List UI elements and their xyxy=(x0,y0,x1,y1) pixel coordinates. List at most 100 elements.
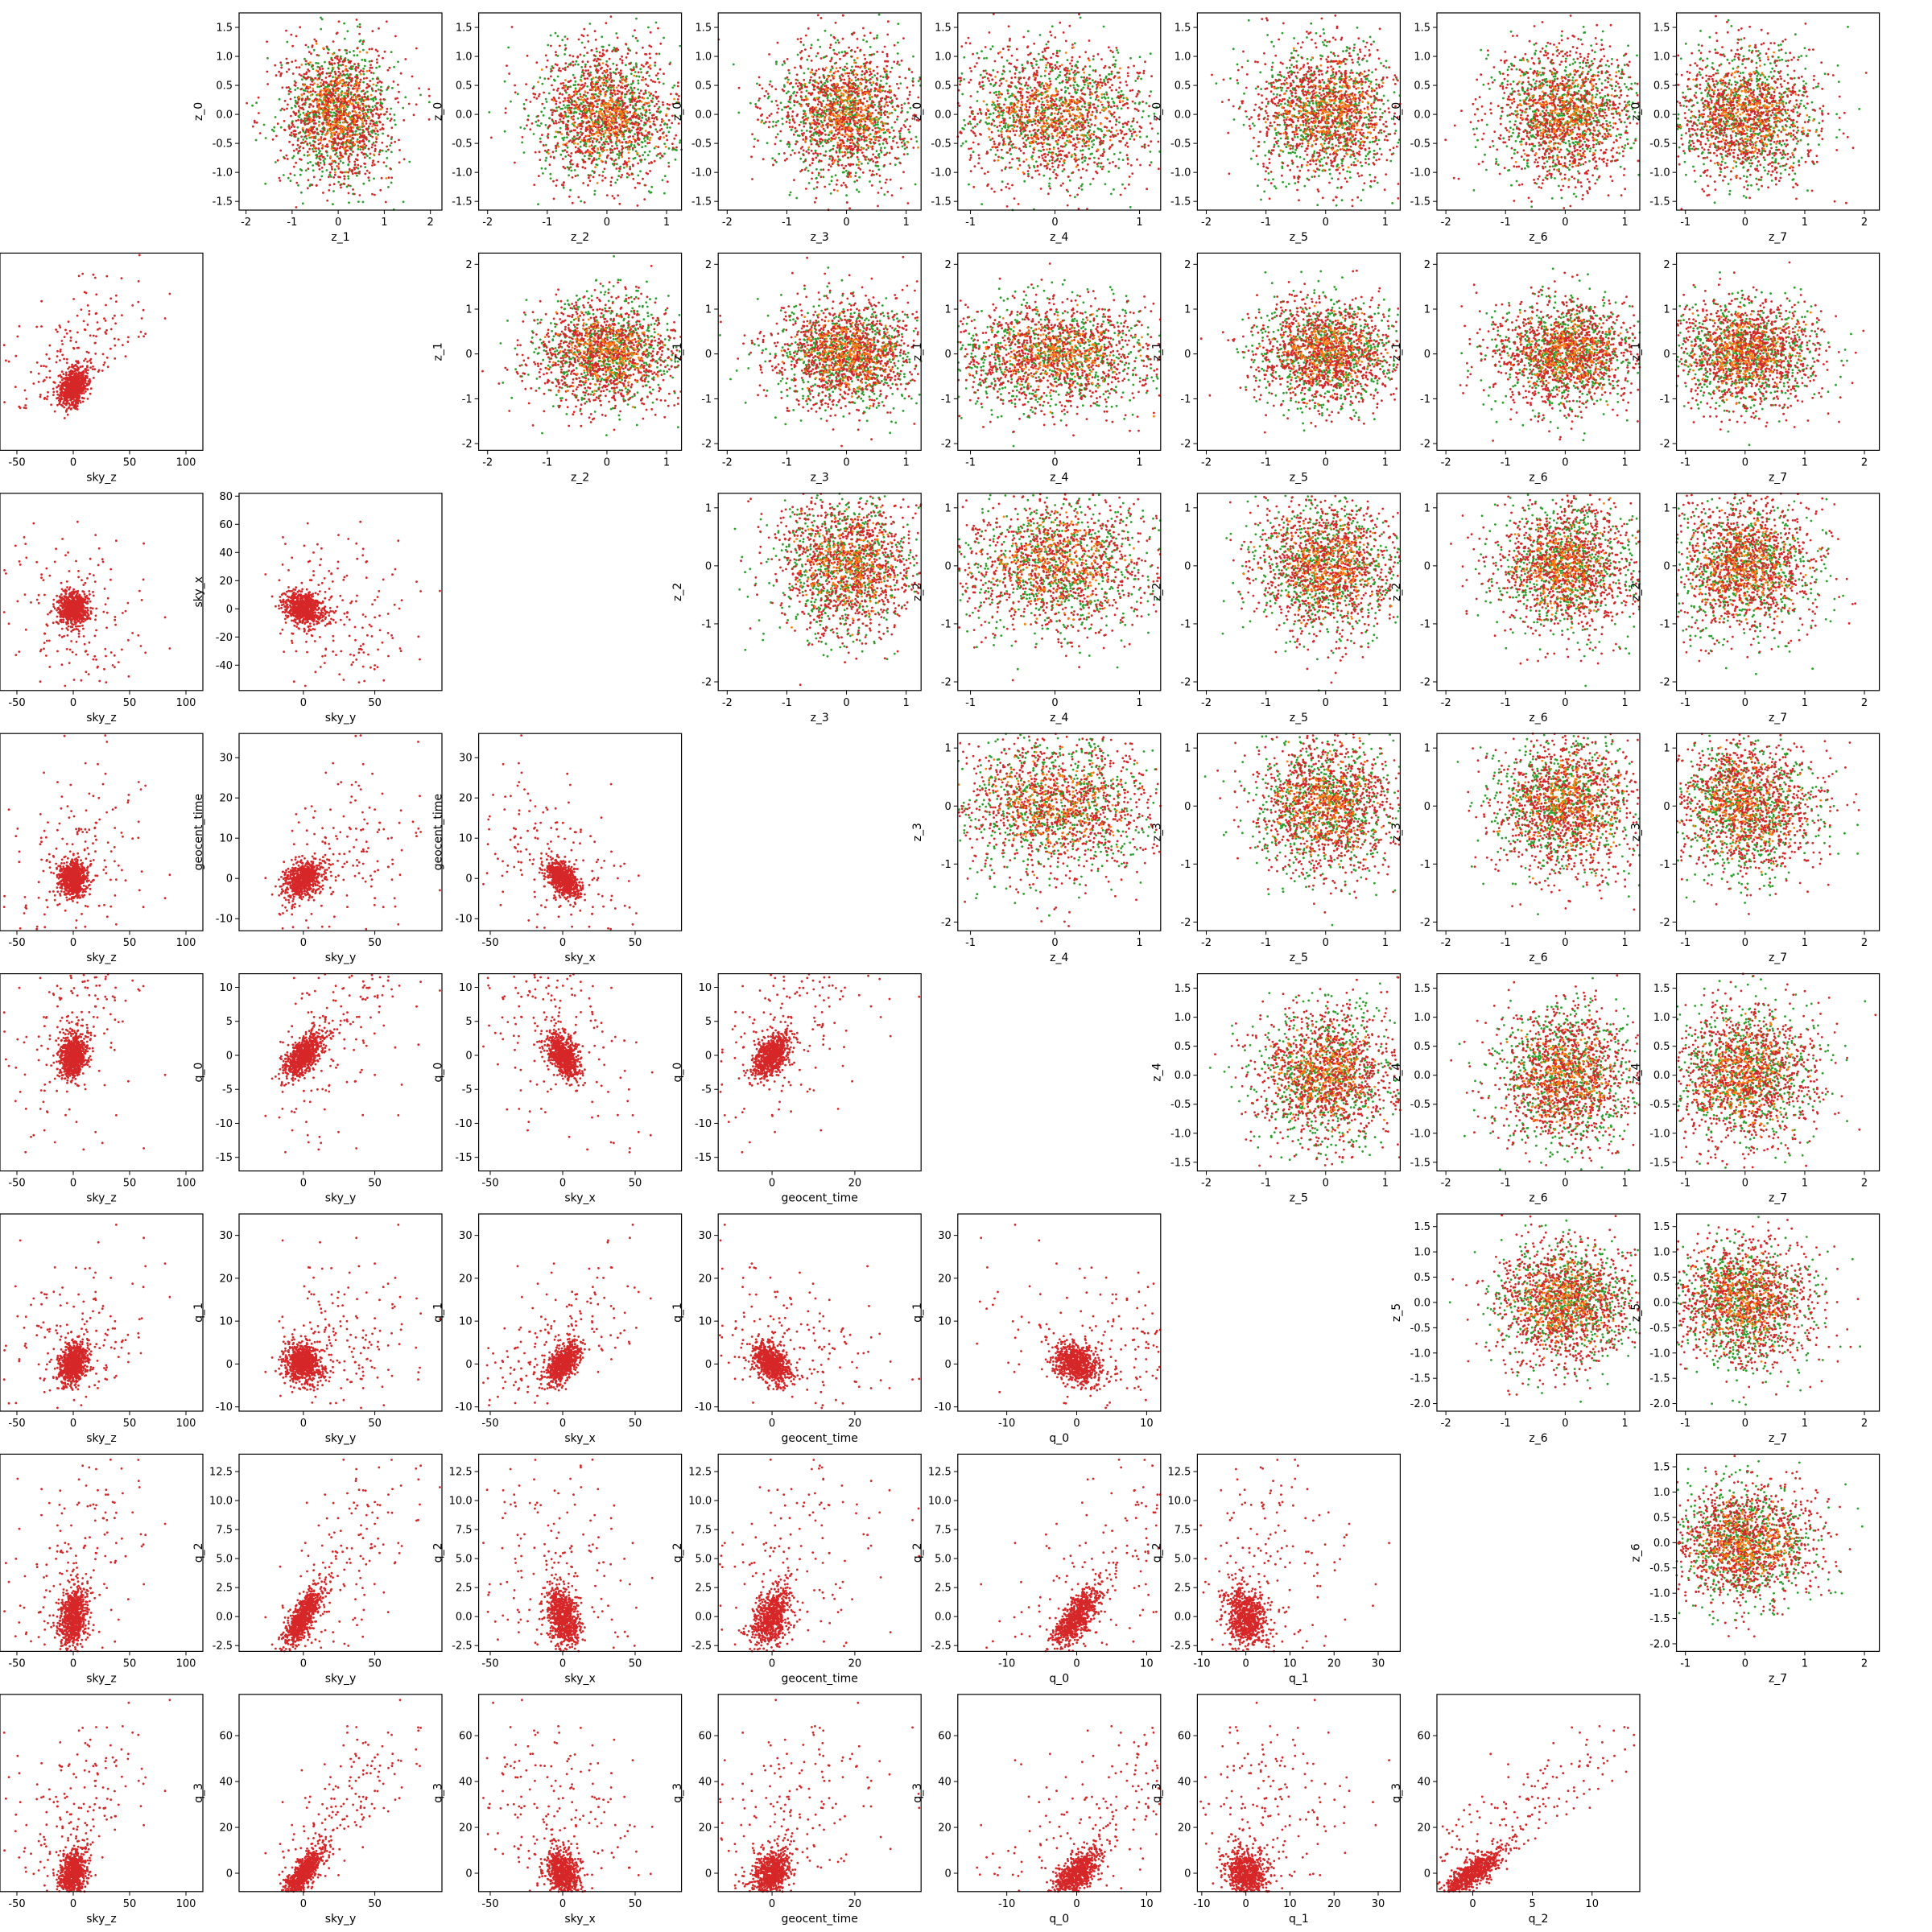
data-point xyxy=(89,607,92,609)
data-point xyxy=(95,293,97,295)
data-point xyxy=(101,369,104,372)
data-point xyxy=(24,404,27,407)
data-point xyxy=(69,330,72,332)
data-point xyxy=(97,321,99,324)
data-point xyxy=(109,348,112,350)
data-point xyxy=(19,564,22,566)
data-point xyxy=(97,370,100,373)
data-point xyxy=(138,336,140,338)
data-point xyxy=(48,345,51,347)
data-point xyxy=(94,277,97,279)
data-point xyxy=(47,395,49,398)
data-point xyxy=(81,384,84,386)
data-point xyxy=(72,366,74,369)
x-tick-label: 50 xyxy=(123,456,137,469)
data-point xyxy=(87,398,89,400)
data-point xyxy=(48,357,51,360)
data-point xyxy=(75,396,77,398)
data-point xyxy=(142,335,145,337)
data-point xyxy=(14,386,17,388)
data-point xyxy=(25,407,27,410)
data-point xyxy=(47,391,49,394)
data-point xyxy=(75,403,77,406)
data-point xyxy=(66,332,68,335)
data-point xyxy=(60,376,63,378)
data-point xyxy=(114,315,116,317)
data-point xyxy=(70,369,72,372)
data-point xyxy=(131,304,134,307)
data-point xyxy=(76,408,79,411)
data-point xyxy=(73,383,76,386)
data-point xyxy=(43,380,45,382)
x-tick-label: 0 xyxy=(70,456,76,469)
data-point xyxy=(52,388,55,390)
data-point xyxy=(83,360,85,362)
data-point xyxy=(88,352,90,354)
data-point xyxy=(14,355,17,357)
data-point xyxy=(56,390,59,393)
data-point xyxy=(65,374,68,376)
data-point xyxy=(66,408,68,411)
data-point xyxy=(5,360,7,362)
data-point xyxy=(75,385,77,387)
data-point xyxy=(95,312,97,315)
data-point xyxy=(85,358,87,361)
data-point xyxy=(61,343,64,345)
data-point xyxy=(19,560,21,563)
data-point xyxy=(122,344,124,346)
data-point xyxy=(127,341,130,343)
data-point xyxy=(84,382,86,384)
data-point xyxy=(89,310,91,312)
data-point xyxy=(77,400,80,402)
data-point xyxy=(89,334,92,336)
data-point xyxy=(60,582,63,584)
data-point xyxy=(64,384,66,386)
data-point xyxy=(61,370,64,373)
data-point xyxy=(89,366,92,369)
data-point xyxy=(43,398,46,400)
data-point xyxy=(142,309,145,312)
data-point xyxy=(61,382,64,385)
data-point xyxy=(72,404,75,407)
data-point xyxy=(46,640,48,642)
data-point xyxy=(79,372,81,374)
data-point xyxy=(110,328,113,331)
data-point xyxy=(82,628,85,630)
data-point xyxy=(63,373,65,375)
data-point xyxy=(64,554,67,556)
data-point xyxy=(56,650,59,653)
data-point xyxy=(64,417,66,419)
data-point xyxy=(74,406,76,408)
data-point xyxy=(61,354,64,357)
data-point xyxy=(115,295,118,297)
data-point xyxy=(24,593,27,596)
data-point xyxy=(105,626,108,629)
data-point xyxy=(49,377,52,379)
data-point xyxy=(83,635,85,638)
data-point xyxy=(85,369,88,371)
data-point xyxy=(90,361,93,364)
data-point xyxy=(76,641,78,643)
data-point xyxy=(50,403,52,406)
data-point xyxy=(60,389,62,391)
data-point xyxy=(80,402,82,404)
data-point xyxy=(61,340,64,342)
data-point xyxy=(127,336,130,339)
data-point xyxy=(68,662,71,664)
data-point xyxy=(23,407,26,409)
data-point xyxy=(39,396,42,398)
data-point xyxy=(107,365,109,368)
data-point xyxy=(56,595,58,597)
data-point xyxy=(52,599,55,601)
data-point xyxy=(60,605,62,607)
data-point xyxy=(83,392,85,394)
data-point xyxy=(8,361,10,363)
data-point xyxy=(64,329,67,332)
data-point xyxy=(89,601,92,603)
data-point xyxy=(43,594,46,597)
data-point xyxy=(75,364,77,366)
data-point xyxy=(112,317,114,320)
data-point xyxy=(114,337,116,340)
data-point xyxy=(114,616,117,618)
data-point xyxy=(76,405,79,407)
